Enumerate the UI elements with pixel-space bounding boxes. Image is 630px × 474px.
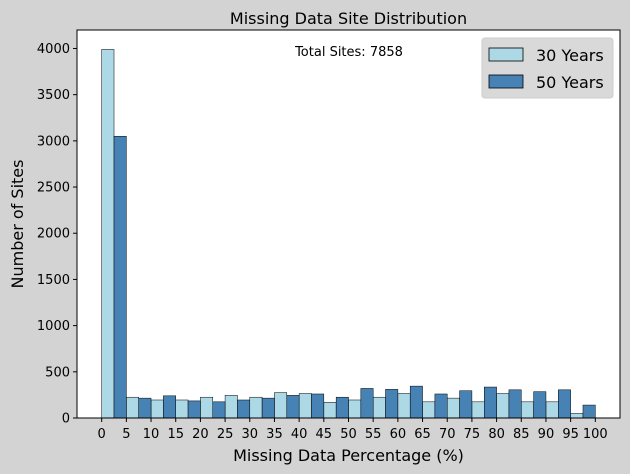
bar-50-years-15	[187, 400, 201, 419]
x-tick-label: 10	[143, 427, 160, 442]
legend-label-50-years: 50 Years	[536, 73, 604, 92]
x-tick-label: 0	[98, 427, 106, 442]
bar-30-years-35	[274, 392, 288, 419]
total-sites-annotation: Total Sites: 7858	[294, 45, 403, 60]
bar-30-years-30	[249, 396, 263, 419]
bar-50-years-95	[582, 404, 596, 419]
y-tick-label: 3000	[37, 134, 70, 149]
bar-50-years-20	[212, 401, 226, 419]
x-tick-label: 35	[266, 427, 283, 442]
y-tick-label: 1500	[37, 273, 70, 288]
bar-50-years-10	[163, 395, 176, 419]
bar-30-years-5	[126, 396, 139, 419]
bar-30-years-20	[200, 396, 214, 419]
bar-30-years-55	[372, 396, 386, 419]
legend-swatch-30-years	[488, 47, 524, 62]
x-tick-label: 90	[538, 427, 555, 442]
legend-label-30-years: 30 Years	[536, 46, 604, 65]
bar-50-years-65	[434, 393, 448, 419]
bar-30-years-80	[496, 393, 510, 419]
x-tick-label: 25	[217, 427, 234, 442]
x-tick-label: 50	[340, 427, 357, 442]
y-tick-label: 2500	[37, 181, 70, 196]
y-tick-label: 2000	[37, 227, 70, 242]
bar-50-years-75	[484, 386, 497, 419]
bar-30-years-50	[348, 399, 362, 419]
x-tick-label: 95	[562, 427, 579, 442]
x-tick-label: 65	[414, 427, 431, 442]
x-tick-label: 75	[464, 427, 481, 442]
bar-30-years-70	[446, 397, 460, 419]
bar-30-years-25	[224, 395, 238, 419]
bar-30-years-0	[101, 49, 115, 419]
y-axis-title: Number of Sites	[8, 160, 27, 289]
legend: 30 Years 50 Years	[481, 37, 614, 99]
x-tick-label: 100	[583, 427, 608, 442]
bar-50-years-40	[311, 393, 325, 419]
x-axis-ticks: 0 5 10 15 20 25 30 35 40 45 50 55 60 65 70 75 80 85 90 95 10…	[98, 418, 608, 442]
bar-30-years-75	[471, 401, 485, 419]
bar-30-years-15	[175, 399, 189, 419]
bar-50-years-60	[409, 385, 423, 419]
x-tick-label: 70	[439, 427, 456, 442]
x-axis-title: Missing Data Percentage (%)	[233, 446, 464, 465]
bar-50-years-80	[508, 389, 522, 419]
bar-50-years-55	[385, 389, 399, 419]
bar-30-years-60	[397, 393, 411, 419]
x-tick-label: 80	[488, 427, 505, 442]
x-tick-label: 15	[167, 427, 184, 442]
y-tick-label: 3500	[37, 88, 70, 103]
bar-50-years-85	[533, 391, 547, 419]
bar-50-years-50	[360, 388, 374, 419]
bar-50-years-25	[237, 399, 251, 419]
x-tick-label: 5	[122, 427, 130, 442]
y-tick-label: 0	[62, 412, 70, 427]
legend-swatch-50-years	[488, 74, 524, 89]
y-tick-label: 1000	[37, 319, 70, 334]
bar-50-years-30	[261, 397, 275, 419]
x-tick-label: 30	[241, 427, 258, 442]
x-tick-label: 55	[365, 427, 382, 442]
x-tick-label: 60	[390, 427, 407, 442]
bars-layer	[101, 49, 596, 419]
x-tick-label: 40	[291, 427, 308, 442]
bar-30-years-40	[298, 393, 312, 419]
bar-50-years-5	[138, 397, 152, 419]
plot-frame	[76, 29, 621, 419]
x-tick-label: 20	[192, 427, 209, 442]
bar-30-years-90	[545, 401, 559, 419]
bar-30-years-85	[521, 401, 534, 419]
bar-50-years-0	[113, 135, 127, 419]
bar-50-years-45	[335, 396, 349, 419]
bar-30-years-45	[323, 402, 337, 419]
y-tick-label: 4000	[37, 42, 70, 57]
bar-50-years-90	[558, 389, 571, 419]
chart-title: Missing Data Site Distribution	[230, 9, 467, 28]
y-axis-ticks: 0 500 1000 1500 2000 2500 3000 3500 4000	[37, 42, 77, 427]
bar-50-years-70	[459, 390, 473, 419]
x-tick-label: 85	[513, 427, 530, 442]
bar-30-years-95	[570, 413, 584, 419]
x-tick-label: 45	[316, 427, 333, 442]
bar-30-years-10	[150, 399, 164, 419]
bar-50-years-35	[286, 395, 300, 419]
y-tick-label: 500	[45, 365, 70, 380]
bar-30-years-65	[422, 401, 436, 419]
